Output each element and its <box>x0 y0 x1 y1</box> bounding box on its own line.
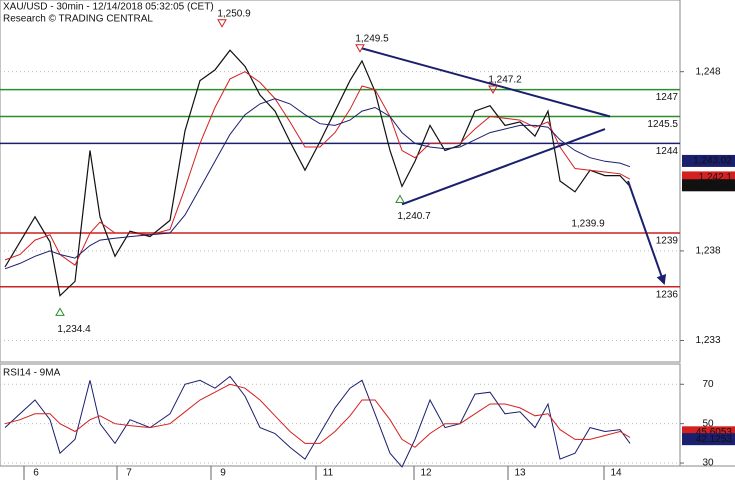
price-panel <box>0 0 681 363</box>
high-label: 1,247.2 <box>488 75 522 86</box>
low-label: 1,240.7 <box>397 211 431 222</box>
y-tick-label: 1,238 <box>695 246 720 257</box>
y-tick-label: 30 <box>702 458 714 469</box>
series-line <box>4 383 631 448</box>
low-marker <box>395 194 405 204</box>
high-marker <box>355 44 365 53</box>
x-tick-label: 9 <box>220 468 226 479</box>
low-label: 1,234.4 <box>57 324 91 335</box>
y-tick-label: 1,233 <box>695 335 720 346</box>
low-marker <box>55 307 65 316</box>
y-tick-label: 1,248 <box>695 66 720 77</box>
trend-line <box>401 128 606 206</box>
x-tick-label: 14 <box>610 468 622 479</box>
value-tag <box>682 179 735 192</box>
value-tag-label: 1,241.66 <box>693 180 732 191</box>
y-tick-label: 50 <box>702 418 714 429</box>
value-tag-label: 42.1253 <box>696 434 733 445</box>
value-tag-label: 45.6053 <box>696 427 733 438</box>
x-tick-label: 12 <box>420 468 432 479</box>
value-tag <box>682 433 735 446</box>
level-label: 1245.5 <box>647 119 678 130</box>
chart-subtitle: Research © TRADING CENTRAL <box>3 14 153 25</box>
level-label: 1247 <box>656 92 679 103</box>
price-label: 1,239.9 <box>571 218 605 229</box>
chart-title: XAU/USD - 30min - 12/14/2018 05:32:05 (C… <box>3 2 214 13</box>
series-line <box>4 49 631 297</box>
x-tick-label: 6 <box>33 468 39 479</box>
x-tick-label: 7 <box>126 468 132 479</box>
rsi-title: RSI14 - 9MA <box>3 368 61 379</box>
trend-line <box>361 47 611 118</box>
value-tag-label: 1,243.02 <box>693 156 732 167</box>
x-tick-label: 11 <box>323 468 334 479</box>
x-tick-label: 13 <box>514 468 526 479</box>
high-label: 1,249.5 <box>355 33 389 44</box>
high-label: 1,250.9 <box>217 8 251 19</box>
high-marker <box>217 19 227 28</box>
series-line <box>4 98 631 270</box>
level-label: 1244 <box>656 146 679 157</box>
level-label: 1236 <box>656 289 679 300</box>
series-line <box>4 375 631 468</box>
value-tag <box>682 154 735 167</box>
series-line <box>4 71 631 266</box>
level-label: 1239 <box>656 236 679 247</box>
y-tick-label: 70 <box>702 379 714 390</box>
high-marker <box>488 85 498 95</box>
rsi-panel <box>0 363 681 467</box>
projection-arrow <box>627 180 667 286</box>
value-tag-label: 1,242.1 <box>699 172 733 183</box>
